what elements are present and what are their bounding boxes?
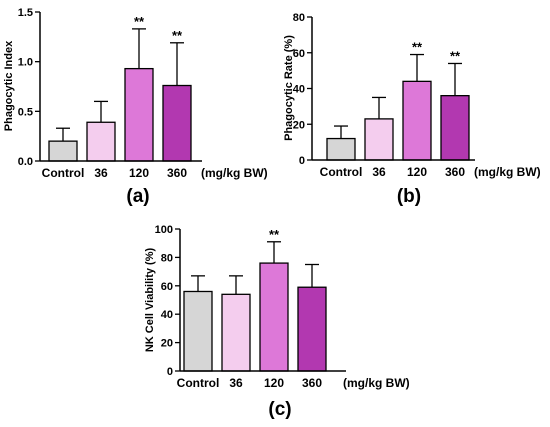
chart-b-y-axis-title: Phagocytic Rate (%) [283, 35, 295, 141]
chart-c-y-tick-label-1: 20 [161, 338, 173, 350]
chart-c-category-label-2: 120 [264, 376, 284, 390]
chart-a-y-axis-title: Phagocytic Index [3, 40, 15, 131]
chart-b-y-tick-label-4: 80 [293, 12, 305, 24]
chart-b-significance-3: ** [450, 48, 461, 63]
panel-label-a: (a) [126, 186, 149, 207]
chart-b-y-tick-label-1: 20 [293, 119, 305, 131]
chart-b-y-tick-label-2: 40 [293, 84, 305, 96]
chart-b-category-label-3: 360 [445, 165, 465, 179]
chart-c-bar-3 [297, 286, 327, 372]
chart-c-bar-2 [259, 262, 289, 372]
chart-b-significance-2: ** [412, 40, 423, 55]
chart-a-y-tick-label-3: 1.5 [18, 7, 33, 19]
chart-a-category-label-3: 360 [167, 166, 187, 180]
chart-c-significance-2: ** [269, 227, 280, 242]
chart-c-y-axis-title: NK Cell Viability (%) [144, 248, 156, 353]
panel-label-c: (c) [268, 399, 291, 420]
chart-a-y-tick-label-1: 0.5 [18, 106, 33, 118]
chart-a-category-label-1: 36 [94, 166, 108, 180]
chart-b-category-label-0: Control [320, 165, 363, 179]
chart-b-bar-1 [364, 118, 394, 161]
chart-a-bar-3 [162, 84, 192, 162]
chart-b-y-tick-label-3: 60 [293, 48, 305, 60]
chart-c-category-label-1: 36 [229, 376, 243, 390]
chart-c-x-unit-label: (mg/kg BW) [343, 376, 410, 390]
chart-b-y-tick-label-0: 0 [299, 155, 305, 167]
chart-a-bar-2 [124, 67, 154, 162]
chart-a-category-label-0: Control [42, 166, 85, 180]
chart-c-category-label-0: Control [177, 376, 220, 390]
chart-panel-c: Control 36 ** 120 360 0 20 40 60 80 100 (mg/kg BW) N… [144, 224, 410, 390]
chart-c-y-tick-label-5: 100 [155, 224, 173, 236]
chart-c-y-tick-label-0: 0 [167, 366, 173, 378]
chart-b-x-unit-label: (mg/kg BW) [474, 165, 541, 179]
chart-a-significance-3: ** [172, 28, 183, 43]
chart-c-y-tick-label-4: 80 [161, 252, 173, 264]
chart-a-significance-2: ** [134, 14, 145, 29]
chart-a-y-tick-label-2: 1.0 [18, 57, 33, 69]
chart-panel-b: Control 36 ** 120 ** 360 0 20 40 60 80 (mg/kg BW) Ph… [283, 12, 541, 179]
chart-c-bar-0 [183, 290, 213, 372]
chart-panel-a: Control 36 ** 120 ** 360 0.0 0.5 1.0 1.5 (mg/kg BW… [3, 7, 268, 180]
chart-a-bar-1 [86, 121, 116, 162]
chart-b-bar-2 [402, 80, 432, 161]
chart-a-bar-0 [48, 140, 78, 162]
chart-c-y-tick-label-2: 40 [161, 309, 173, 321]
chart-a-x-unit-label: (mg/kg BW) [201, 166, 268, 180]
chart-c-category-label-3: 360 [302, 376, 322, 390]
chart-c-y-tick-label-3: 60 [161, 281, 173, 293]
panel-label-b: (b) [397, 186, 421, 207]
chart-a-y-tick-label-0: 0.0 [18, 156, 33, 168]
chart-b-bar-3 [440, 95, 470, 161]
chart-b-category-label-2: 120 [407, 165, 427, 179]
chart-a-category-label-2: 120 [129, 166, 149, 180]
chart-b-category-label-1: 36 [372, 165, 386, 179]
chart-b-bar-0 [326, 137, 356, 161]
chart-c-bar-1 [221, 293, 251, 372]
